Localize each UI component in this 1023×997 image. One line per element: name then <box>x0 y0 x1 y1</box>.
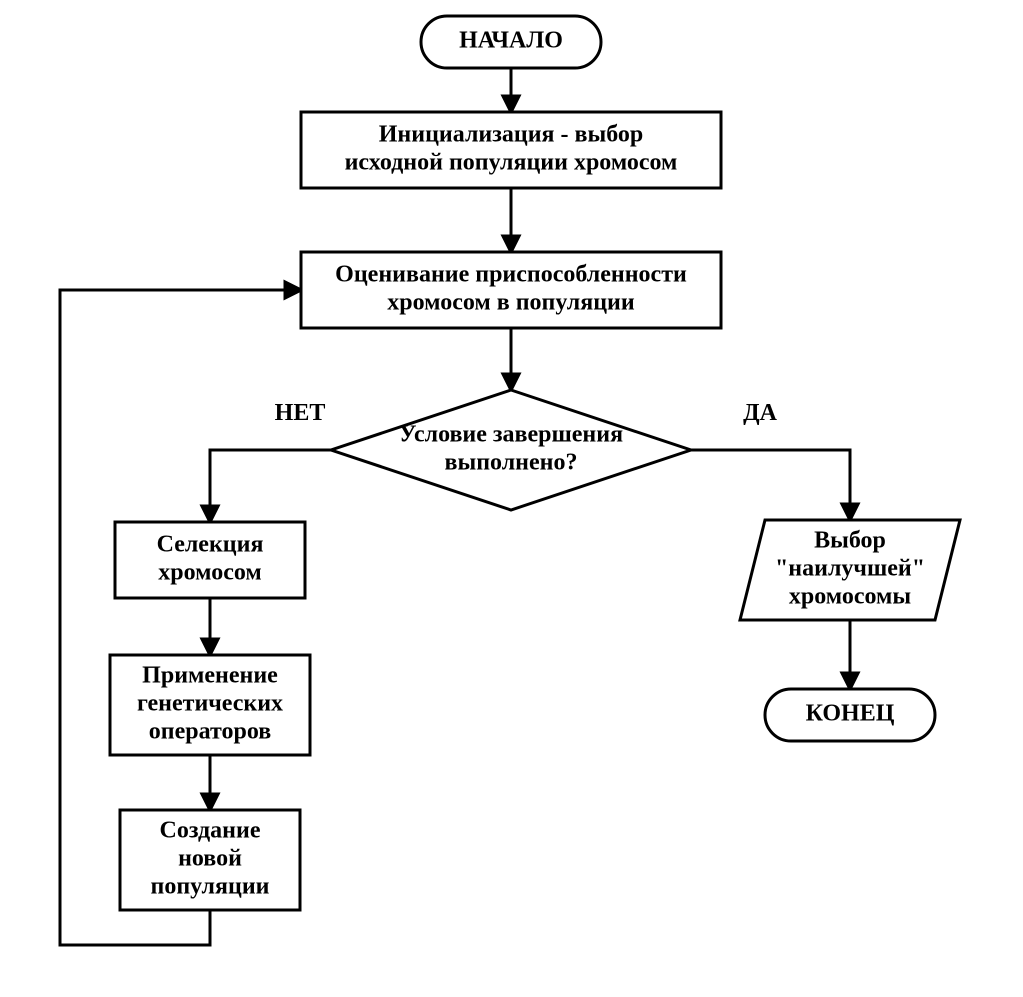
node-eval-label-1: хромосом в популяции <box>387 290 635 316</box>
node-start: НАЧАЛО <box>421 16 601 68</box>
node-select: Селекцияхромосом <box>115 522 305 598</box>
node-newpop: Созданиеновойпопуляции <box>120 810 300 910</box>
node-genops: Применениегенетическихоператоров <box>110 655 310 755</box>
node-select-label-0: Селекция <box>157 532 264 558</box>
node-newpop-label-2: популяции <box>151 874 270 900</box>
node-newpop-label-1: новой <box>178 846 242 872</box>
node-genops-label-2: операторов <box>149 719 271 745</box>
node-init: Инициализация - выборисходной популяции … <box>301 112 721 188</box>
node-cond-label-0: Условие завершения <box>399 422 623 448</box>
node-select-label-1: хромосом <box>158 560 261 586</box>
node-genops-label-1: генетических <box>137 691 283 717</box>
node-eval-label-0: Оценивание приспособленности <box>335 262 687 288</box>
node-best-label-1: "наилучшей" <box>775 556 925 582</box>
node-genops-label-0: Применение <box>142 663 278 689</box>
node-best-label-0: Выбор <box>814 528 886 554</box>
node-best-label-2: хромосомы <box>789 584 911 610</box>
node-cond-label-1: выполнено? <box>445 450 578 476</box>
node-cond: Условие завершениявыполнено? <box>331 390 691 510</box>
node-eval: Оценивание приспособленностихромосом в п… <box>301 252 721 328</box>
edge-cond-select <box>210 450 331 522</box>
edge-cond-best <box>691 450 850 520</box>
edge-label-cond-select: НЕТ <box>275 400 326 426</box>
node-newpop-label-0: Создание <box>160 818 261 844</box>
node-start-label-0: НАЧАЛО <box>459 28 563 54</box>
node-end: КОНЕЦ <box>765 689 935 741</box>
edge-label-cond-best: ДА <box>743 400 778 426</box>
flowchart-svg: НЕТ ДА НАЧАЛО Инициализация - выборисходной… <box>0 0 1023 997</box>
node-init-label-1: исходной популяции хромосом <box>345 150 678 176</box>
node-best: Выбор"наилучшей"хромосомы <box>740 520 960 620</box>
node-init-label-0: Инициализация - выбор <box>379 122 644 148</box>
node-end-label-0: КОНЕЦ <box>806 701 895 727</box>
